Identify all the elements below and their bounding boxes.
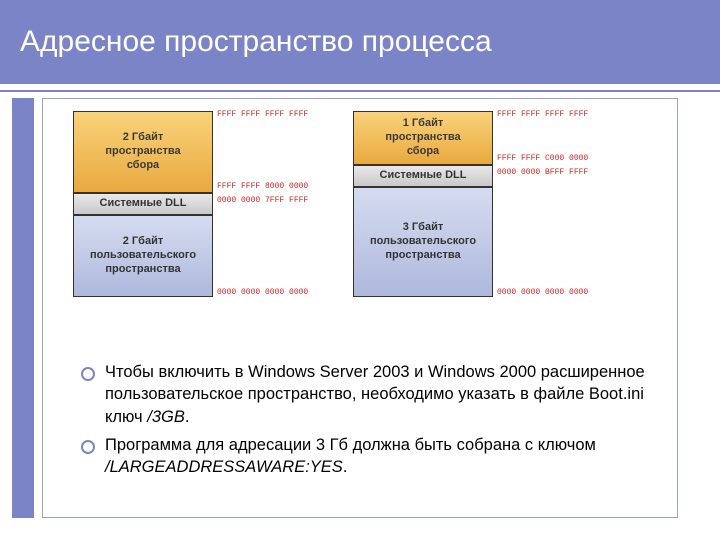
addr-label: FFFF FFFF FFFF FFFF xyxy=(497,111,588,119)
divider-line xyxy=(0,90,720,92)
box-label: 3 Гбайтпользовательскогопространства xyxy=(358,221,488,262)
box-label: 1 Гбайтпространствасбора xyxy=(358,117,488,158)
box-label: 2 Гбайтпространствасбора xyxy=(78,131,208,172)
left-stack: 2 Гбайтпространствасбора Системные DLL 2… xyxy=(73,111,213,297)
addr-label: FFFF FFFF C000 0000 xyxy=(497,155,588,163)
slide-title: Адресное пространство процесса xyxy=(20,25,492,59)
box-label: Системные DLL xyxy=(78,197,208,211)
diagram-left-column: 2 Гбайтпространствасбора Системные DLL 2… xyxy=(73,111,313,297)
diagram-right-column: 1 Гбайтпространствасбора Системные DLL 3… xyxy=(353,111,593,297)
bullet-item-2: Программа для адресации 3 Гб должна быть… xyxy=(81,434,657,479)
bullet-text-post: . xyxy=(185,408,190,426)
side-accent-bar xyxy=(12,98,34,518)
addr-label: FFFF FFFF 8000 0000 xyxy=(217,183,308,191)
box-label: Системные DLL xyxy=(358,169,488,183)
bullet-text-pre: Программа для адресации 3 Гб должна быть… xyxy=(105,436,596,454)
left-address-column: FFFF FFFF FFFF FFFF FFFF FFFF 8000 0000 … xyxy=(217,111,313,297)
bullet-text-post: . xyxy=(343,458,348,476)
bullet-list: Чтобы включить в Windows Server 2003 и W… xyxy=(81,361,657,484)
addr-label: 0000 0000 BFFF FFFF xyxy=(497,169,588,177)
right-box-system-1gb: 1 Гбайтпространствасбора xyxy=(353,111,493,165)
title-band: Адресное пространство процесса xyxy=(0,0,720,84)
bullet-text-italic: /3GB xyxy=(147,408,185,426)
right-address-column: FFFF FFFF FFFF FFFF FFFF FFFF C000 0000 … xyxy=(497,111,593,297)
bullet-item-1: Чтобы включить в Windows Server 2003 и W… xyxy=(81,361,657,428)
diagram-area: 2 Гбайтпространствасбора Системные DLL 2… xyxy=(73,111,593,297)
left-box-dll: Системные DLL xyxy=(73,193,213,215)
left-box-user-2gb: 2 Гбайтпользовательскогопространства xyxy=(73,215,213,297)
right-stack: 1 Гбайтпространствасбора Системные DLL 3… xyxy=(353,111,493,297)
left-box-system-2gb: 2 Гбайтпространствасбора xyxy=(73,111,213,193)
addr-label: FFFF FFFF FFFF FFFF xyxy=(217,111,308,119)
right-box-dll: Системные DLL xyxy=(353,165,493,187)
addr-label: 0000 0000 0000 0000 xyxy=(217,289,308,297)
right-box-user-3gb: 3 Гбайтпользовательскогопространства xyxy=(353,187,493,297)
box-label: 2 Гбайтпользовательскогопространства xyxy=(78,235,208,276)
addr-label: 0000 0000 0000 0000 xyxy=(497,289,588,297)
content-frame: 2 Гбайтпространствасбора Системные DLL 2… xyxy=(42,98,678,518)
addr-label: 0000 0000 7FFF FFFF xyxy=(217,197,308,205)
bullet-text-italic: /LARGEADDRESSAWARE:YES xyxy=(105,458,343,476)
